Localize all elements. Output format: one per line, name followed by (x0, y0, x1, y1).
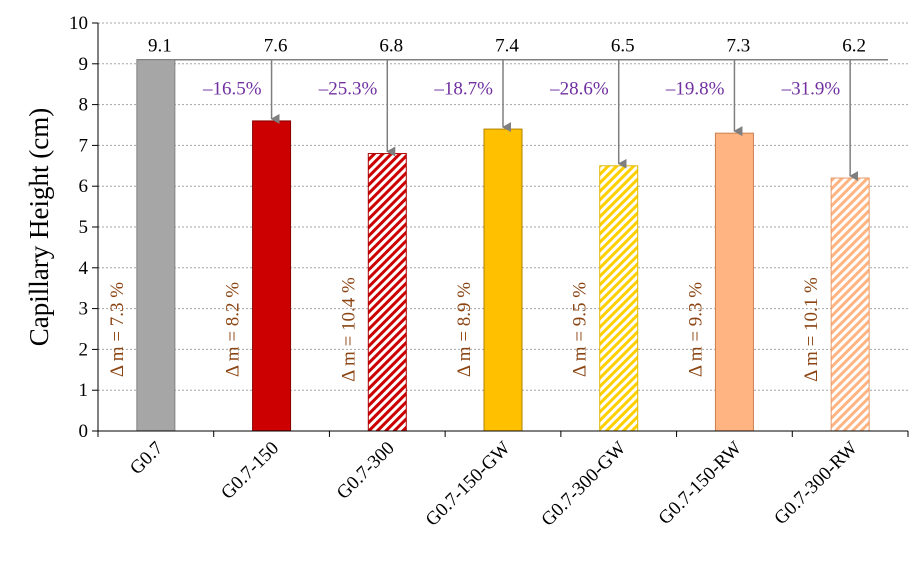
bar-value-label: 7.4 (495, 36, 519, 57)
percent-change-label: –31.9% (781, 79, 841, 100)
x-category-label: G0.7-300 (333, 438, 399, 504)
bar-value-label: 7.6 (264, 36, 288, 57)
y-tick-label: 7 (79, 135, 89, 156)
x-category-label: G0.7-300-GW (537, 438, 630, 531)
mass-change-label: Δ m = 8.9 % (454, 282, 475, 377)
bar (483, 128, 523, 432)
x-category-label: G0.7-150 (217, 438, 283, 504)
mass-change-label: Δ m = 7.3 % (107, 282, 128, 377)
mass-change-label: Δ m = 8.2 % (223, 282, 244, 377)
bar (252, 120, 292, 432)
y-tick-label: 6 (79, 176, 89, 197)
bar-value-label: 6.2 (842, 36, 866, 57)
x-category-label: G0.7-150-RW (655, 438, 746, 529)
percent-change-label: –18.7% (433, 79, 493, 100)
mass-change-label: Δ m = 9.3 % (685, 282, 706, 377)
y-tick-label: 5 (79, 217, 89, 238)
bar-value-label: 6.8 (379, 36, 403, 57)
bar (830, 177, 870, 432)
percent-change-label: –28.6% (549, 79, 609, 100)
bar-value-label: 7.3 (727, 36, 751, 57)
x-category-label: G0.7 (126, 438, 167, 479)
x-category-label: G0.7-300-RW (770, 438, 861, 529)
bar (599, 165, 639, 432)
percent-change-label: –19.8% (665, 79, 725, 100)
percent-change-label: –16.5% (202, 79, 262, 100)
y-tick-label: 8 (79, 95, 89, 116)
bar (367, 153, 407, 432)
y-tick-label: 9 (79, 54, 89, 75)
percent-change-label: –25.3% (318, 79, 378, 100)
y-tick-label: 2 (79, 339, 89, 360)
y-tick-label: 1 (79, 380, 89, 401)
bar-value-label: 9.1 (148, 36, 172, 57)
y-tick-label: 0 (79, 421, 89, 442)
mass-change-label: Δ m = 10.1 % (801, 277, 822, 382)
bar (136, 59, 176, 432)
bar (714, 132, 754, 432)
y-axis-label: Capillary Height (cm) (24, 108, 54, 346)
mass-change-label: Δ m = 10.4 % (338, 277, 359, 382)
x-category-label: G0.7-150-GW (422, 438, 515, 531)
y-tick-label: 3 (79, 299, 89, 320)
y-tick-label: 4 (79, 258, 89, 279)
mass-change-label: Δ m = 9.5 % (570, 282, 591, 377)
y-tick-label: 10 (69, 13, 88, 34)
bar-value-label: 6.5 (611, 36, 635, 57)
